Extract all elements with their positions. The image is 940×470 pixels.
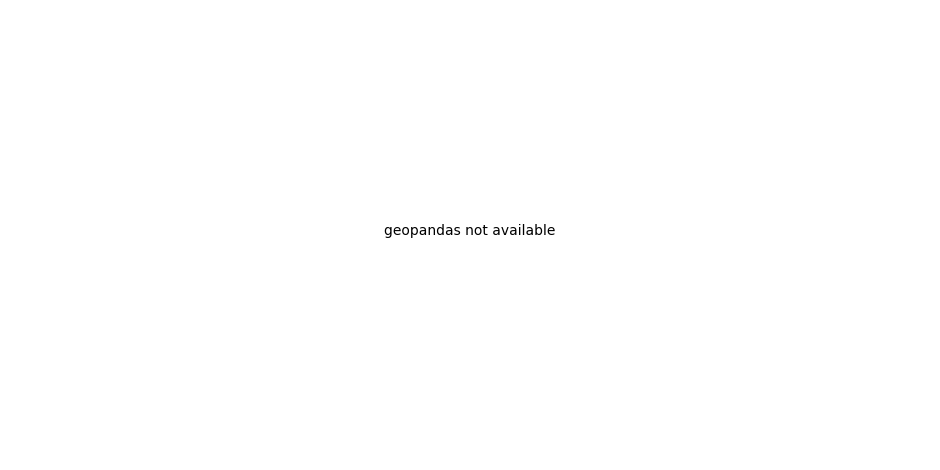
- Text: geopandas not available: geopandas not available: [384, 224, 556, 238]
